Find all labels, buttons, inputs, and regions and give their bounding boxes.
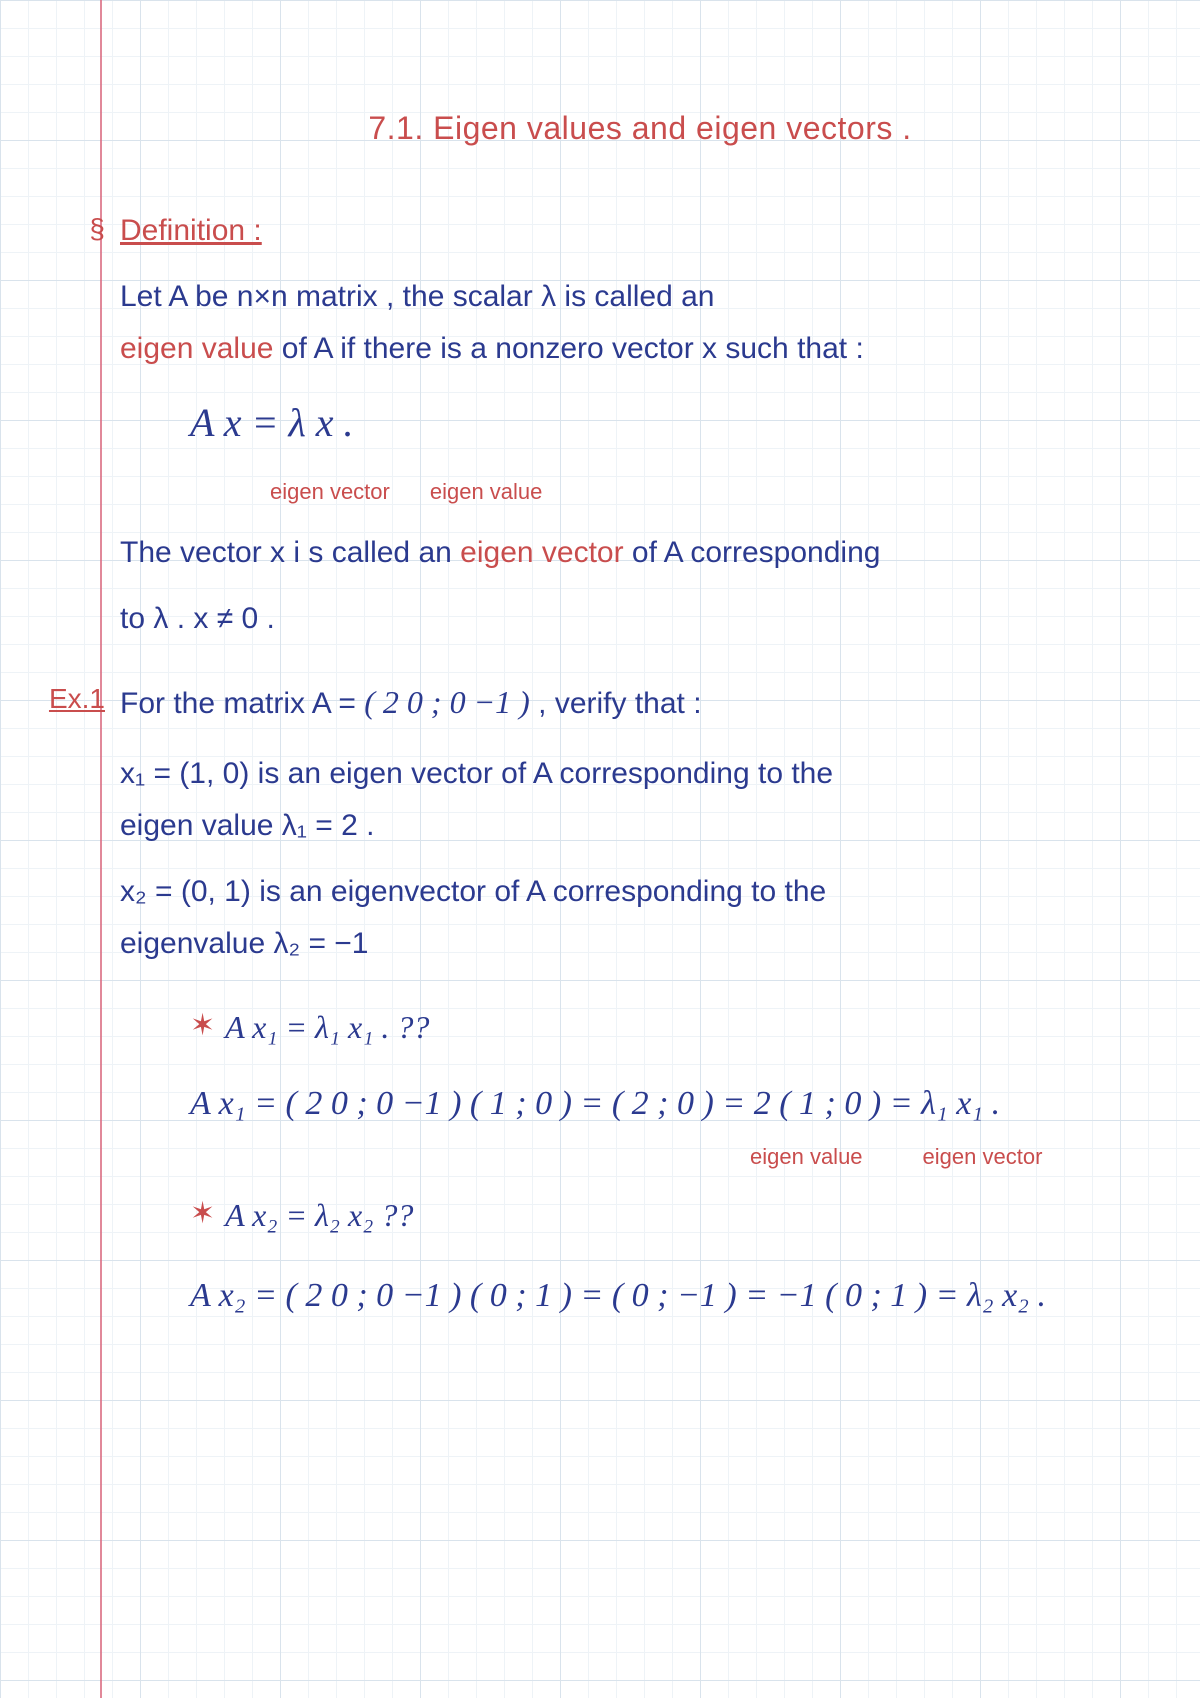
term-eigenvalue: eigen value bbox=[120, 332, 273, 365]
example-calc-2: A x₂ = ( 2 0 ; 0 −1 ) ( 0 ; 1 ) = ( 0 ; … bbox=[190, 1269, 1046, 1323]
annotation-eigenvalue: eigen value bbox=[430, 479, 543, 505]
page-content: 7.1. Eigen values and eigen vectors . § … bbox=[0, 0, 1200, 1381]
example-intro-b: , verify that : bbox=[538, 687, 701, 720]
annotation-eigenvalue-2: eigen value bbox=[750, 1144, 863, 1170]
example-p1: x₁ = (1, 0) is an eigen vector of A corr… bbox=[120, 750, 833, 798]
example-p2: x₂ = (0, 1) is an eigenvector of A corre… bbox=[120, 868, 826, 916]
example-p1b: eigen value λ₁ = 2 . bbox=[120, 802, 374, 850]
example-calc-1: A x₁ = ( 2 0 ; 0 −1 ) ( 1 ; 0 ) = ( 2 ; … bbox=[190, 1077, 1000, 1131]
example-p2b: eigenvalue λ₂ = −1 bbox=[120, 920, 369, 968]
term-eigenvector: eigen vector bbox=[460, 536, 623, 569]
example-tag: Ex.1 bbox=[10, 677, 105, 722]
definition-heading: Definition : bbox=[120, 214, 262, 247]
bullet-asterisk-1: ✶ bbox=[190, 1002, 215, 1050]
bullet-asterisk-2: ✶ bbox=[190, 1190, 215, 1238]
example-question-2: A x₂ = λ₂ x₂ ?? bbox=[225, 1190, 413, 1241]
annotation-eigenvector-2: eigen vector bbox=[923, 1144, 1043, 1170]
definition-equation: A x = λ x . bbox=[190, 391, 354, 455]
definition-line-1: Let A be n×n matrix , the scalar λ is ca… bbox=[120, 273, 715, 321]
definition-line-4: to λ . x ≠ 0 . bbox=[120, 595, 275, 643]
example-intro-a: For the matrix A = bbox=[120, 687, 364, 720]
section-symbol: § bbox=[10, 207, 105, 252]
example-matrix-A: ( 2 0 ; 0 −1 ) bbox=[364, 684, 530, 720]
definition-line-3c: of A corresponding bbox=[624, 536, 881, 569]
example-question-1: A x₁ = λ₁ x₁ . ?? bbox=[225, 1002, 429, 1053]
annotation-eigenvector: eigen vector bbox=[270, 479, 390, 505]
definition-line-2-rest: of A if there is a nonzero vector x such… bbox=[273, 332, 863, 365]
page-title: 7.1. Eigen values and eigen vectors . bbox=[120, 110, 1160, 147]
definition-line-3a: The vector x i s called an bbox=[120, 536, 460, 569]
